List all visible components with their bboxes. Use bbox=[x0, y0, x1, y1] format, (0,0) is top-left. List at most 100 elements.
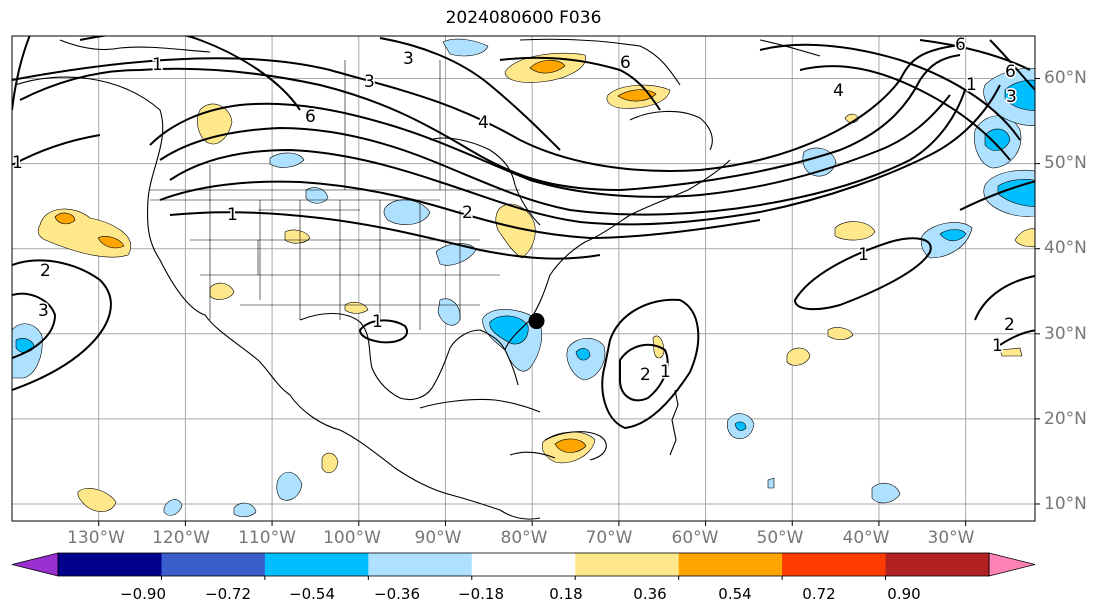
warm-core bbox=[554, 438, 587, 453]
shading-layer bbox=[12, 38, 1035, 518]
colorbar-tick-label: 0.18 bbox=[549, 585, 583, 603]
contour-line bbox=[19, 54, 961, 192]
contour-line bbox=[959, 180, 1035, 211]
warm-patch bbox=[786, 347, 811, 366]
contour-line bbox=[793, 237, 932, 311]
contour-label: 2 bbox=[1004, 315, 1015, 335]
colorbar-tick-label: 0.36 bbox=[633, 585, 667, 603]
cool-patch bbox=[233, 502, 257, 518]
contour-label: 2 bbox=[640, 365, 651, 385]
contour-label: 1 bbox=[12, 153, 23, 173]
contour-label: 3 bbox=[364, 72, 375, 92]
contour-line bbox=[169, 211, 601, 260]
contour-label: 6 bbox=[955, 35, 966, 55]
colorbar-tick-label: 0.54 bbox=[718, 585, 752, 603]
cool-patch bbox=[767, 477, 775, 489]
contour-label: 2 bbox=[462, 203, 473, 223]
plot-frame bbox=[11, 35, 1036, 522]
contour-line bbox=[601, 298, 700, 430]
cool-core bbox=[734, 421, 747, 431]
lon-tick-label: 70°W bbox=[585, 528, 633, 548]
lat-tick-label: 20°N bbox=[1044, 409, 1087, 429]
map-title: 2024080600 F036 bbox=[445, 8, 602, 28]
cool-patch bbox=[163, 499, 183, 516]
contour-line bbox=[12, 44, 961, 172]
cool-patch bbox=[276, 471, 303, 501]
contour-label: 1 bbox=[966, 75, 977, 95]
colorbar-tick-label: −0.54 bbox=[289, 585, 335, 603]
cool-core bbox=[984, 128, 1011, 151]
contour-line bbox=[759, 43, 1021, 141]
contour-label: 2 bbox=[40, 261, 51, 281]
plot-area bbox=[12, 36, 1035, 521]
contour-line bbox=[989, 39, 1035, 92]
warm-patch bbox=[209, 282, 235, 300]
contour-label: 6 bbox=[305, 107, 316, 127]
colorbar-segment bbox=[885, 553, 990, 576]
contour-line bbox=[12, 36, 31, 111]
colorbar-extend-low bbox=[11, 552, 59, 577]
contour-label: 1 bbox=[152, 55, 163, 75]
colorbar-tick-label: −0.72 bbox=[205, 585, 251, 603]
colorbar-tick-label: −0.36 bbox=[374, 585, 420, 603]
warm-core bbox=[97, 236, 125, 249]
contour-line bbox=[919, 39, 1031, 71]
lon-tick-label: 50°W bbox=[756, 528, 804, 548]
lon-tick-label: 120°W bbox=[152, 528, 210, 548]
contour-label: 6 bbox=[620, 53, 631, 73]
colorbar-segment bbox=[368, 553, 473, 576]
contour-line bbox=[499, 56, 661, 111]
lon-tick-label: 80°W bbox=[500, 528, 548, 548]
contour-line bbox=[358, 319, 408, 344]
contour-label: 3 bbox=[1006, 87, 1017, 107]
colorbar-segment bbox=[575, 553, 680, 576]
lat-tick-label: 50°N bbox=[1044, 153, 1087, 173]
contour-label: 4 bbox=[478, 113, 489, 133]
warm-patch bbox=[1014, 228, 1035, 248]
contour-line bbox=[799, 65, 1011, 161]
cool-patch bbox=[269, 152, 305, 168]
contour-label: 3 bbox=[403, 49, 414, 69]
colorbar-segment bbox=[161, 553, 266, 576]
lon-tick-label: 60°W bbox=[671, 528, 719, 548]
colorbar bbox=[11, 552, 1036, 580]
colorbar-segment bbox=[264, 553, 369, 576]
cool-patch bbox=[305, 187, 329, 204]
cool-patch bbox=[871, 482, 901, 504]
colorbar-tick-label: 0.72 bbox=[802, 585, 836, 603]
contour-label: 1 bbox=[858, 245, 869, 265]
storm-center-marker bbox=[528, 313, 545, 330]
contour-line bbox=[149, 94, 951, 198]
contour-line bbox=[79, 36, 301, 111]
colorbar-segment bbox=[471, 553, 576, 576]
lat-tick-label: 40°N bbox=[1044, 238, 1087, 258]
lat-tick-label: 30°N bbox=[1044, 324, 1087, 344]
colorbar-segment bbox=[58, 553, 162, 576]
warm-core bbox=[529, 59, 566, 74]
cool-patch bbox=[442, 38, 489, 57]
contour-line bbox=[159, 89, 966, 216]
warm-patch bbox=[834, 221, 876, 241]
contour-label: 1 bbox=[227, 205, 238, 225]
warm-patch bbox=[827, 327, 854, 340]
contour-line bbox=[159, 180, 761, 240]
contour-label: 1 bbox=[660, 362, 671, 382]
contour-line bbox=[619, 343, 669, 402]
colorbar-segment bbox=[782, 553, 887, 576]
cool-core bbox=[939, 229, 967, 242]
warm-core bbox=[54, 212, 76, 225]
lon-tick-label: 130°W bbox=[67, 528, 125, 548]
contour-line bbox=[12, 134, 101, 166]
political-borders bbox=[150, 60, 520, 330]
colorbar-extend-high bbox=[988, 552, 1036, 577]
gridlines bbox=[12, 36, 1035, 521]
lon-tick-label: 110°W bbox=[238, 528, 296, 548]
lon-tick-label: 90°W bbox=[414, 528, 462, 548]
contour-line bbox=[12, 292, 57, 359]
contour-line bbox=[12, 259, 112, 391]
cool-core bbox=[997, 179, 1035, 207]
colorbar-frame bbox=[57, 552, 990, 577]
lon-tick-label: 40°W bbox=[842, 528, 890, 548]
lat-tick-label: 10°N bbox=[1044, 494, 1087, 514]
